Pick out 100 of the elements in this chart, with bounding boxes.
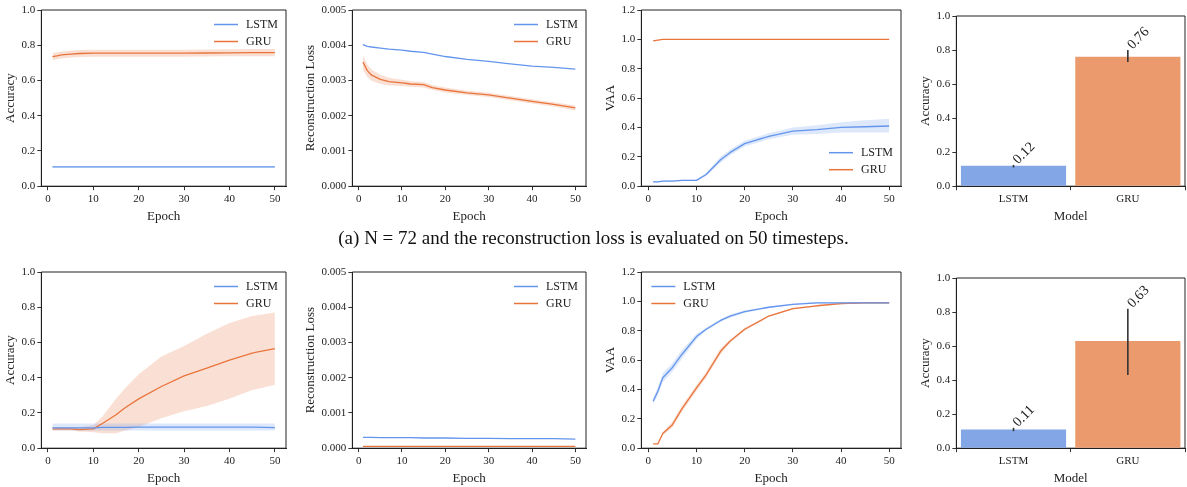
x-tick-label: 50 [569,191,582,204]
y-tick-label: 0.004 [321,38,347,51]
x-tick-label: 20 [439,453,452,466]
y-tick-label: 0.000 [321,179,347,192]
y-tick-label: 0.0 [936,179,951,192]
y-tick-label: 0.0 [621,441,636,454]
y-tick-label: 0.8 [936,42,951,55]
y-axis-title: Accuracy [917,75,933,127]
y-tick-label: 0.8 [21,38,36,51]
x-tick-label: LSTM [998,191,1029,204]
y-axis-title: VAA [602,346,618,374]
y-axis-title: Accuracy [2,72,18,124]
x-tick-label: 40 [223,191,236,204]
x-tick-label: 20 [439,191,452,204]
x-tick-label: GRU [1116,453,1140,466]
y-tick-label: 0.6 [936,338,951,351]
x-tick-label: 40 [835,191,848,204]
x-tick-label: 30 [483,191,495,204]
x-tick-label: 0 [355,453,362,466]
x-tick-label: 0 [355,191,362,204]
x-tick-label: 50 [269,453,281,466]
x-tick-label: 0 [645,453,652,466]
x-axis-title: Epoch [754,469,789,485]
legend-label: GRU [861,161,887,176]
x-tick-label: 30 [787,191,799,204]
y-tick-label: 0.2 [936,145,951,158]
data-label: 0.76 [1123,23,1152,52]
y-tick-label: 0.4 [621,120,636,133]
y-tick-label: 0.002 [321,108,347,121]
y-tick-label: 0.2 [621,149,636,162]
y-axis-title: Accuracy [917,337,933,389]
x-tick-label: 40 [526,191,539,204]
text: (a) N = 72 and the reconstruction loss is evaluated on 50 timesteps. [338,227,849,249]
y-tick-label: 0.003 [321,335,347,348]
data-label: 0.11 [1009,401,1038,430]
legend-label: LSTM [546,16,579,31]
y-tick-label: 0.003 [321,73,347,86]
legend-label: LSTM [246,278,279,293]
x-tick-label: 0 [45,453,52,466]
y-tick-label: 0.8 [621,323,636,336]
y-tick-label: 0.8 [621,61,636,74]
y-tick-label: 0.001 [321,143,347,156]
data-label: 0.63 [1123,282,1152,311]
legend-label: GRU [546,33,572,48]
x-axis-title: Epoch [147,469,181,485]
y-tick-label: 0.0 [21,441,36,454]
x-tick-label: GRU [1116,191,1140,204]
y-tick-label: 1.2 [621,2,636,15]
y-tick-label: 1.2 [621,264,636,277]
x-tick-label: 0 [645,191,652,204]
y-axis-title: Accuracy [2,334,18,386]
y-tick-label: 0.000 [321,441,347,454]
y-tick-label: 0.001 [321,405,347,418]
y-tick-label: 0.4 [936,373,951,386]
x-tick-label: 40 [835,453,848,466]
x-tick-label: 50 [883,191,896,204]
x-tick-label: LSTM [998,453,1029,466]
x-tick-label: 0 [45,191,52,204]
x-tick-label: 10 [87,453,100,466]
legend-label: GRU [546,295,572,310]
x-tick-label: 10 [396,453,408,466]
legend-label: LSTM [683,278,716,293]
x-tick-label: 20 [739,191,751,204]
y-tick-label: 0.4 [621,382,636,395]
legend-label: LSTM [246,16,279,31]
legend-label: LSTM [546,278,579,293]
x-tick-label: 40 [526,453,539,466]
legend-label: GRU [246,295,272,310]
y-tick-label: 0.0 [621,179,636,192]
y-tick-label: 0.002 [321,370,347,383]
legend-label: GRU [246,33,272,48]
x-tick-label: 20 [133,453,145,466]
x-tick-label: 30 [483,453,495,466]
y-tick-label: 0.2 [21,143,36,156]
x-tick-label: 50 [569,453,582,466]
x-tick-label: 30 [178,453,191,466]
y-tick-label: 0.4 [21,370,36,383]
y-tick-label: 0.6 [621,352,636,365]
y-tick-label: 1.0 [936,270,951,283]
x-axis-title: Model [1053,207,1089,223]
y-tick-label: 0.0 [936,441,951,454]
x-tick-label: 50 [269,191,281,204]
x-axis-title: Epoch [452,207,487,223]
x-tick-label: 10 [691,453,703,466]
x-axis-title: Epoch [754,207,789,223]
y-axis-title: Reconstruction Loss [302,306,318,414]
y-tick-label: 1.0 [621,32,636,45]
y-tick-label: 0.2 [21,405,36,418]
x-tick-label: 20 [133,191,145,204]
x-tick-label: 10 [87,191,100,204]
y-tick-label: 0.6 [21,73,36,86]
y-tick-label: 0.4 [21,108,36,121]
y-tick-label: 0.004 [321,300,347,313]
y-tick-label: 0.0 [21,179,36,192]
y-tick-label: 0.005 [321,264,347,277]
x-tick-label: 10 [396,191,408,204]
y-tick-label: 1.0 [21,264,36,277]
y-tick-label: 1.0 [21,2,36,15]
y-tick-label: 0.8 [21,300,36,313]
x-tick-label: 10 [691,191,703,204]
